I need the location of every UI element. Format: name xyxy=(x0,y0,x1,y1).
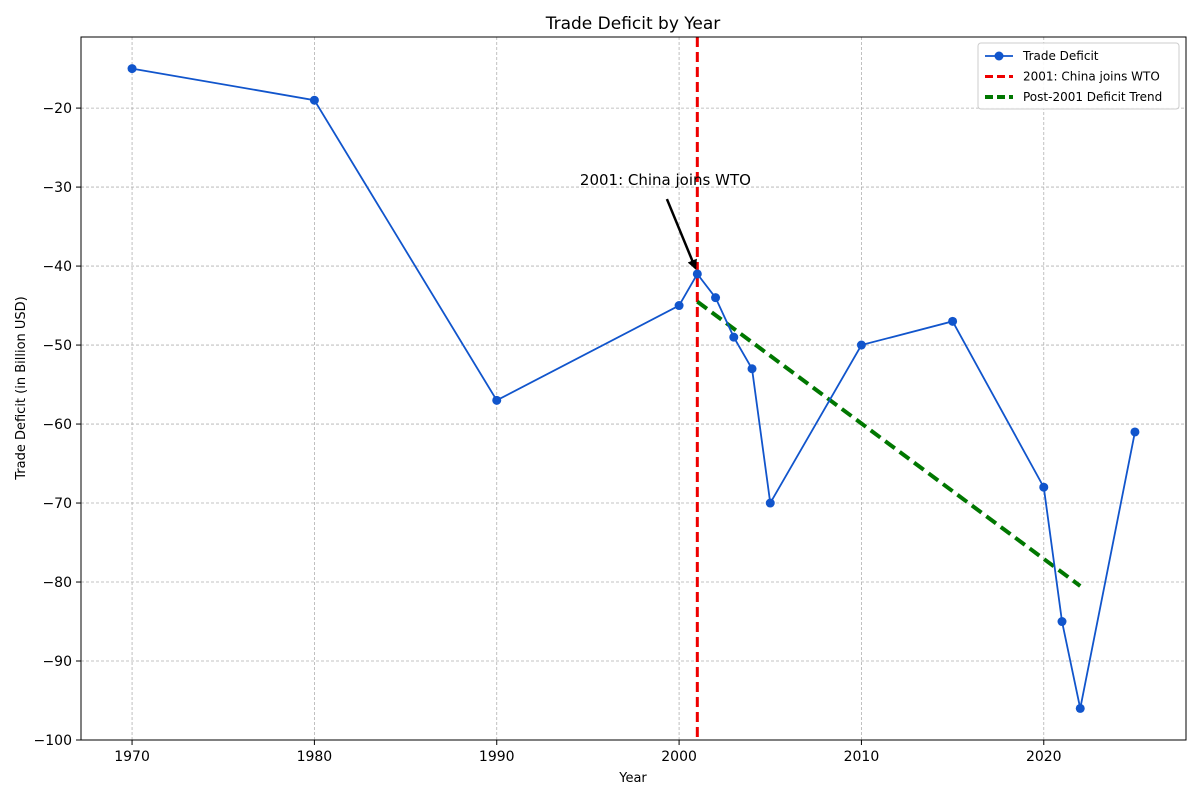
data-point xyxy=(747,364,757,374)
trend-line xyxy=(696,300,1082,588)
x-tick-label: 1990 xyxy=(479,749,515,765)
annotation-arrow xyxy=(665,198,697,270)
data-point xyxy=(1075,703,1085,713)
x-tick-label: 1980 xyxy=(297,749,333,765)
legend-box xyxy=(977,42,1180,110)
data-point xyxy=(674,301,684,311)
annotation-label: 2001: China joins WTO xyxy=(580,171,751,189)
data-point xyxy=(765,498,775,508)
data-point xyxy=(948,316,958,326)
data-point xyxy=(309,95,319,105)
series-layer xyxy=(127,64,1140,713)
x-tick-label: 2010 xyxy=(844,749,880,765)
data-point xyxy=(711,293,721,303)
y-tick-label: −40 xyxy=(42,259,72,275)
data-point xyxy=(692,269,702,279)
data-point xyxy=(127,64,137,74)
annotation-layer: 2001: China joins WTO xyxy=(580,171,751,270)
y-tick-label: −60 xyxy=(42,417,72,433)
legend: Trade Deficit 2001: China joins WTO Post-2… xyxy=(977,42,1180,110)
chart-title: Trade Deficit by Year xyxy=(545,14,721,34)
data-point xyxy=(729,332,739,342)
legend-label: Trade Deficit xyxy=(1022,49,1099,63)
data-point xyxy=(492,395,502,405)
axes-layer: 1970 1980 1990 2000 2010 2020 −100 −90 −80 −70 −60… xyxy=(34,36,1187,765)
data-point xyxy=(1130,427,1140,437)
series-line xyxy=(131,67,1136,709)
x-tick-label: 2020 xyxy=(1026,749,1062,765)
plot-frame xyxy=(80,36,1187,741)
y-tick-label: −100 xyxy=(34,733,72,749)
data-point xyxy=(856,340,866,350)
grid-layer xyxy=(81,37,1186,741)
x-axis-title: Year xyxy=(618,771,647,786)
legend-marker-trade-deficit xyxy=(994,51,1004,61)
y-tick-label: −90 xyxy=(42,654,72,670)
y-tick-label: −70 xyxy=(42,496,72,512)
data-point xyxy=(1039,482,1049,492)
legend-label: Post-2001 Deficit Trend xyxy=(1023,90,1162,104)
y-tick-label: −30 xyxy=(42,180,72,196)
y-tick-label: −20 xyxy=(42,101,72,117)
y-tick-label: −50 xyxy=(42,338,72,354)
x-tick-label: 2000 xyxy=(661,749,697,765)
data-point xyxy=(1057,617,1067,627)
x-tick-label: 1970 xyxy=(114,749,150,765)
trend-line-layer xyxy=(696,300,1082,588)
y-tick-label: −80 xyxy=(42,575,72,591)
y-axis-title: Trade Deficit (in Billion USD) xyxy=(14,296,29,481)
legend-label: 2001: China joins WTO xyxy=(1023,70,1160,84)
